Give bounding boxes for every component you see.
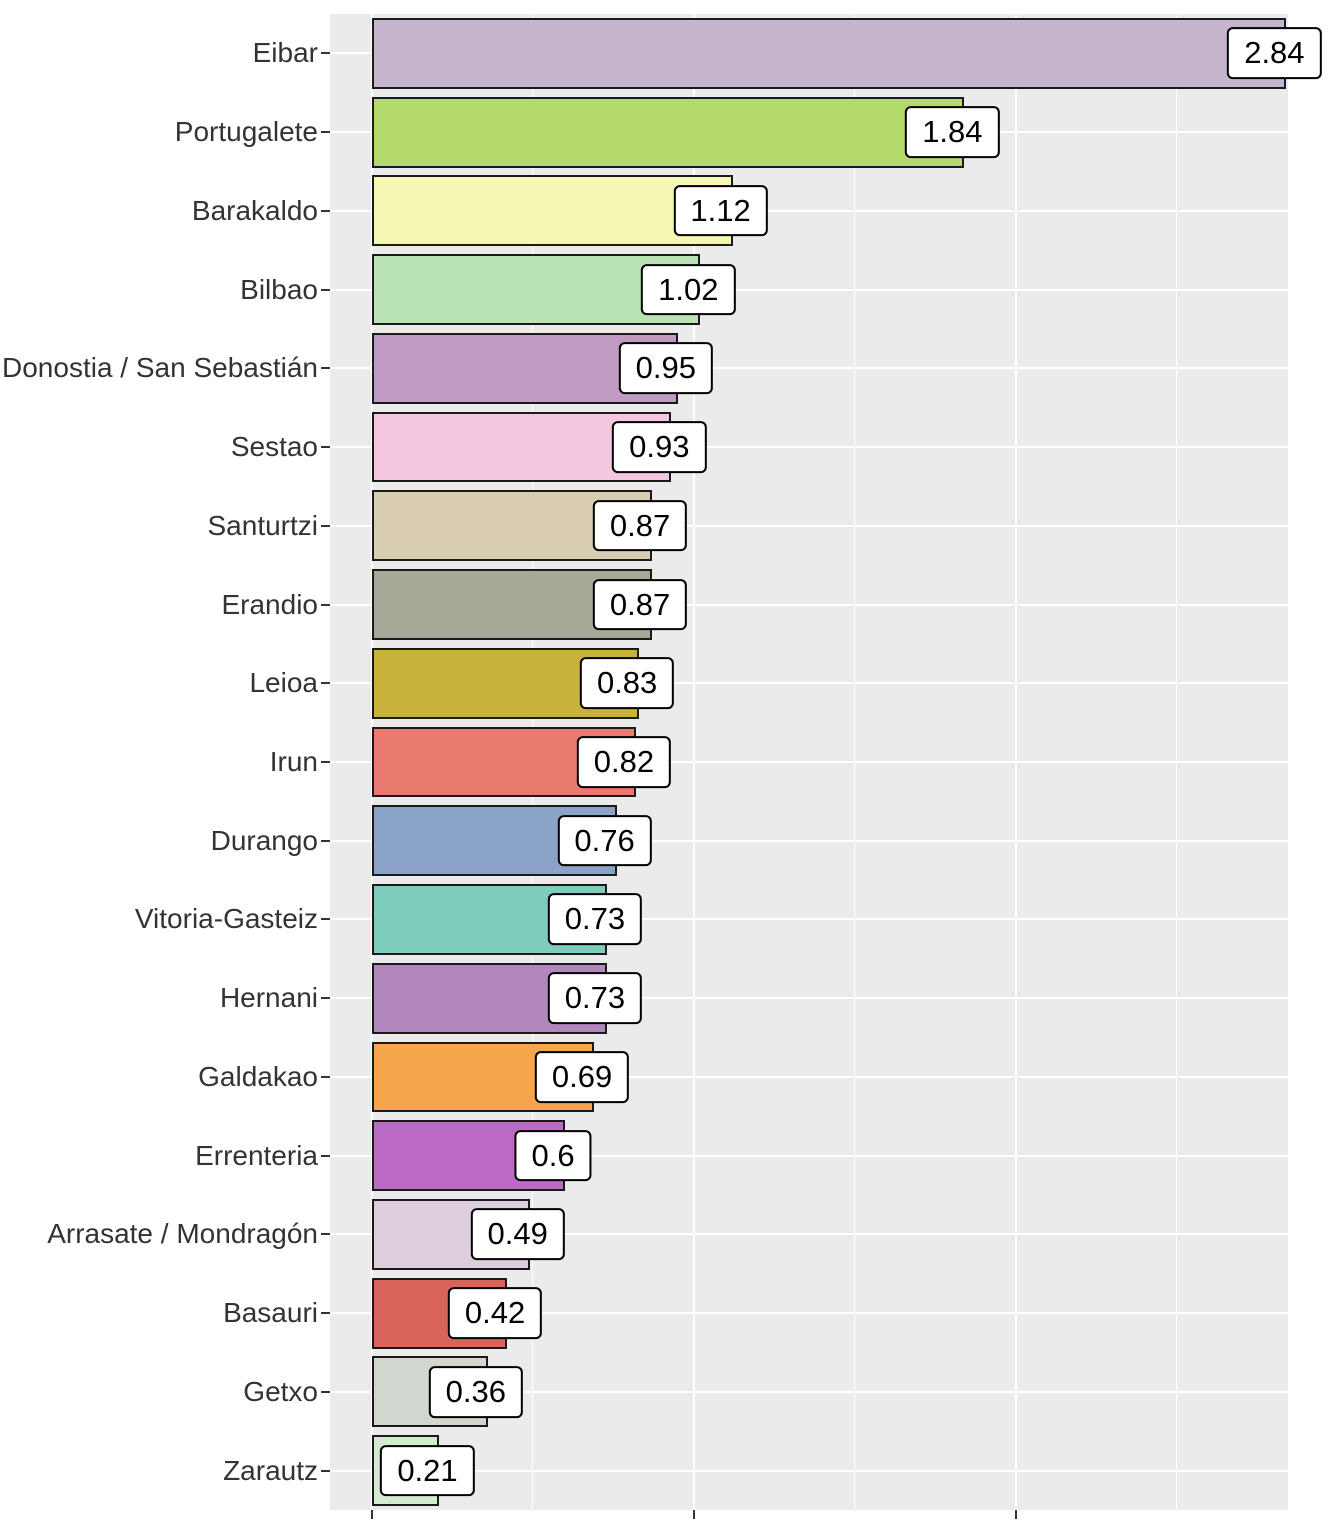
y-axis-tick — [321, 1075, 330, 1078]
y-axis-label: Durango — [210, 824, 318, 856]
y-axis-label: Portugalete — [174, 116, 318, 148]
y-axis-label: Galdakao — [198, 1060, 318, 1092]
bar-value-label: 0.49 — [470, 1208, 565, 1261]
y-axis-label: Basauri — [223, 1297, 318, 1329]
y-axis-tick — [321, 446, 330, 449]
bar-value-label: 1.84 — [905, 106, 1000, 158]
y-axis-tick — [321, 603, 330, 606]
x-axis-tick — [370, 1510, 373, 1519]
y-major-gridline — [330, 1312, 1288, 1315]
plot-panel: 2.84 1.84 1.12 1.02 0.95 0.93 0.87 0.87 0.83 0.82… — [330, 14, 1322, 1510]
y-axis-label: Hernani — [219, 982, 318, 1014]
y-axis-label: Erandio — [221, 588, 318, 620]
y-axis-tick — [321, 1312, 330, 1315]
y-axis-label: Bilbao — [240, 273, 318, 305]
y-axis-tick — [321, 997, 330, 1000]
bar-value-label: 0.87 — [592, 499, 688, 552]
y-major-gridline — [330, 761, 1288, 763]
bar-value-label: 0.87 — [592, 578, 688, 631]
y-axis-label: Santurtzi — [207, 509, 319, 541]
y-axis-label: Barakaldo — [191, 194, 318, 226]
y-axis-tick — [321, 367, 330, 370]
bar-value-label: 0.82 — [576, 736, 672, 788]
y-axis-label: Getxo — [243, 1375, 318, 1407]
y-major-gridline — [330, 1154, 1288, 1157]
y-axis-tick — [321, 761, 330, 763]
bar-value-label: 0.76 — [557, 814, 652, 867]
x-axis-tick — [692, 1510, 695, 1519]
y-axis-label: Vitoria-Gasteiz — [134, 903, 318, 935]
y-major-gridline — [330, 209, 1288, 212]
bar-value-label: 0.73 — [547, 972, 643, 1025]
y-major-gridline — [330, 367, 1288, 370]
y-major-gridline — [330, 1233, 1288, 1236]
y-axis-tick — [321, 131, 330, 134]
bar-value-label: 0.6 — [514, 1129, 592, 1182]
bar-value-label: 0.83 — [579, 657, 675, 710]
y-axis-label: Eibar — [252, 37, 318, 69]
y-axis-label: Sestao — [230, 431, 318, 463]
bar-value-label: 0.21 — [380, 1444, 475, 1497]
y-axis-tick — [321, 52, 330, 55]
bar — [371, 175, 733, 247]
bar-value-label: 1.02 — [641, 263, 736, 316]
y-axis-tick — [321, 1390, 330, 1393]
y-axis-label: Arrasate / Mondragón — [47, 1218, 318, 1250]
y-major-gridline — [330, 288, 1288, 291]
bar-value-label: 0.36 — [428, 1366, 523, 1418]
y-axis-tick — [321, 1469, 330, 1472]
bar-value-label: 0.42 — [447, 1287, 543, 1339]
y-axis-tick — [321, 682, 330, 685]
y-axis-label: Leioa — [249, 667, 318, 699]
y-major-gridline — [330, 1469, 1288, 1472]
y-major-gridline — [330, 603, 1288, 606]
bar-value-label: 1.12 — [673, 185, 768, 237]
y-axis-tick — [321, 918, 330, 921]
bar — [371, 96, 965, 168]
y-major-gridline — [330, 997, 1288, 1000]
y-axis-tick — [321, 1154, 330, 1157]
y-axis-tick — [321, 209, 330, 212]
bar-value-label: 0.95 — [618, 342, 713, 395]
y-axis-label: Zarautz — [223, 1454, 318, 1486]
y-axis-tick — [321, 839, 330, 842]
bar-value-label: 0.93 — [612, 421, 707, 473]
y-major-gridline — [330, 1075, 1288, 1078]
x-axis-tick — [1014, 1510, 1017, 1519]
bar — [371, 17, 1287, 89]
y-major-gridline — [330, 839, 1288, 842]
y-axis-tick — [321, 1233, 330, 1236]
y-major-gridline — [330, 918, 1288, 921]
y-axis-label: Irun — [269, 746, 318, 777]
bar-value-label: 2.84 — [1227, 27, 1322, 80]
y-major-gridline — [330, 446, 1288, 449]
y-major-gridline — [330, 1390, 1288, 1393]
y-axis-tick — [321, 524, 330, 527]
bar-value-label: 0.73 — [547, 893, 643, 946]
y-axis-label: Donostia / San Sebastián — [2, 352, 318, 384]
bar-value-label: 0.69 — [534, 1051, 630, 1103]
y-major-gridline — [330, 524, 1288, 527]
y-axis-tick — [321, 288, 330, 291]
y-axis-label: Errenteria — [195, 1139, 318, 1171]
y-major-gridline — [330, 682, 1288, 685]
